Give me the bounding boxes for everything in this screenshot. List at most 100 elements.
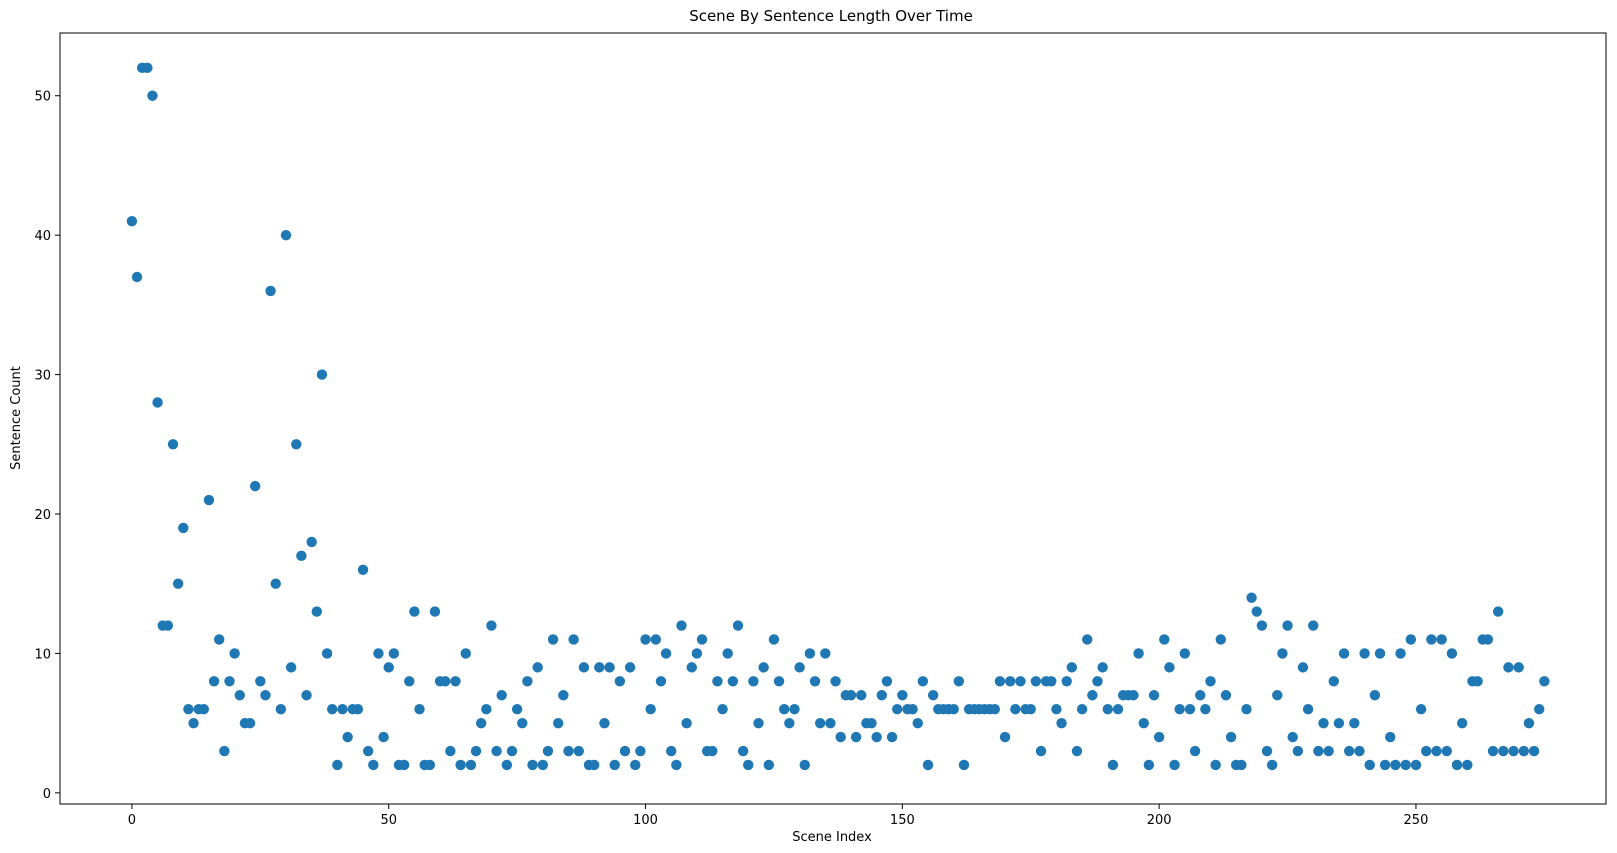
data-point: [1364, 759, 1375, 771]
data-point: [511, 703, 523, 715]
data-point: [1441, 745, 1452, 757]
data-point: [460, 648, 471, 659]
data-point: [871, 731, 882, 743]
data-point: [563, 745, 574, 757]
data-point: [455, 759, 466, 771]
data-point: [1025, 703, 1036, 715]
data-point: [1456, 717, 1468, 729]
data-point: [280, 229, 292, 241]
data-point: [958, 759, 970, 771]
x-tick-label: 50: [380, 813, 397, 828]
data-point: [1035, 745, 1047, 757]
data-point: [1112, 703, 1124, 715]
data-point: [1097, 662, 1108, 673]
data-point: [1421, 745, 1432, 757]
data-point: [743, 759, 754, 771]
x-tick-label: 200: [1147, 813, 1172, 828]
data-point: [1415, 703, 1427, 715]
data-point: [321, 648, 333, 659]
data-point: [486, 620, 497, 631]
data-point: [491, 745, 502, 757]
data-point: [1010, 703, 1021, 715]
data-point: [373, 648, 384, 659]
data-point: [527, 759, 538, 771]
data-point: [1261, 745, 1273, 757]
data-point: [332, 759, 343, 771]
data-point: [953, 676, 965, 687]
y-tick-label: 30: [34, 369, 51, 384]
data-point: [1436, 634, 1447, 645]
data-point: [773, 676, 785, 687]
data-point: [1482, 634, 1494, 645]
data-point: [655, 676, 667, 687]
data-point: [1498, 745, 1509, 757]
x-axis-ticks: 0 50 100 150 200 250: [128, 804, 1428, 828]
data-point: [1195, 690, 1206, 701]
data-point: [506, 745, 518, 757]
data-point: [404, 676, 415, 687]
data-point: [229, 648, 240, 659]
data-point: [1215, 634, 1226, 645]
data-point: [285, 662, 297, 673]
chart-title: Scene By Sentence Length Over Time: [689, 7, 973, 25]
data-point: [270, 578, 281, 589]
y-tick-label: 0: [43, 787, 51, 802]
data-point: [517, 717, 528, 729]
data-point: [727, 676, 739, 687]
data-point: [1189, 745, 1201, 757]
data-point: [1451, 759, 1463, 771]
data-point: [866, 717, 877, 729]
data-point: [203, 494, 215, 506]
y-tick-label: 20: [34, 508, 51, 523]
data-point: [1051, 703, 1062, 715]
data-point: [352, 703, 364, 715]
data-point: [537, 759, 548, 771]
data-point: [208, 676, 220, 687]
data-point: [362, 745, 374, 757]
data-point: [142, 62, 153, 74]
data-point: [1323, 745, 1334, 757]
data-point: [1462, 759, 1473, 771]
data-point: [1107, 759, 1119, 771]
data-point: [779, 703, 790, 715]
data-point: [758, 662, 769, 673]
data-point: [357, 564, 369, 575]
data-point: [681, 717, 692, 729]
data-point: [835, 731, 846, 743]
data-point: [1138, 717, 1149, 729]
data-point: [1046, 676, 1057, 687]
data-point: [897, 690, 908, 701]
data-point: [1426, 634, 1437, 645]
data-point: [1282, 620, 1293, 631]
x-axis-label: Scene Index: [792, 830, 872, 845]
data-point: [249, 480, 261, 492]
data-point: [1082, 634, 1093, 645]
data-point: [1143, 759, 1155, 771]
x-tick-label: 100: [633, 813, 658, 828]
data-point: [1492, 606, 1504, 617]
data-point: [1379, 759, 1391, 771]
data-point: [178, 522, 189, 534]
data-point: [409, 606, 420, 617]
data-point: [1102, 703, 1113, 715]
data-point: [917, 676, 929, 687]
data-point: [1133, 648, 1144, 659]
data-point: [784, 717, 795, 729]
data-point: [737, 745, 749, 757]
data-point: [234, 690, 245, 701]
data-point: [481, 703, 492, 715]
data-point: [1508, 745, 1519, 757]
data-point: [799, 759, 810, 771]
data-point: [260, 690, 271, 701]
data-point: [1153, 731, 1165, 743]
data-point: [696, 634, 708, 645]
data-point: [1534, 703, 1545, 715]
data-point: [850, 731, 862, 743]
data-point: [1092, 676, 1103, 687]
data-point: [475, 717, 487, 729]
data-point: [588, 759, 600, 771]
data-point: [547, 634, 559, 645]
data-point: [1390, 759, 1401, 771]
data-point: [496, 690, 507, 701]
y-tick-label: 40: [34, 229, 51, 244]
